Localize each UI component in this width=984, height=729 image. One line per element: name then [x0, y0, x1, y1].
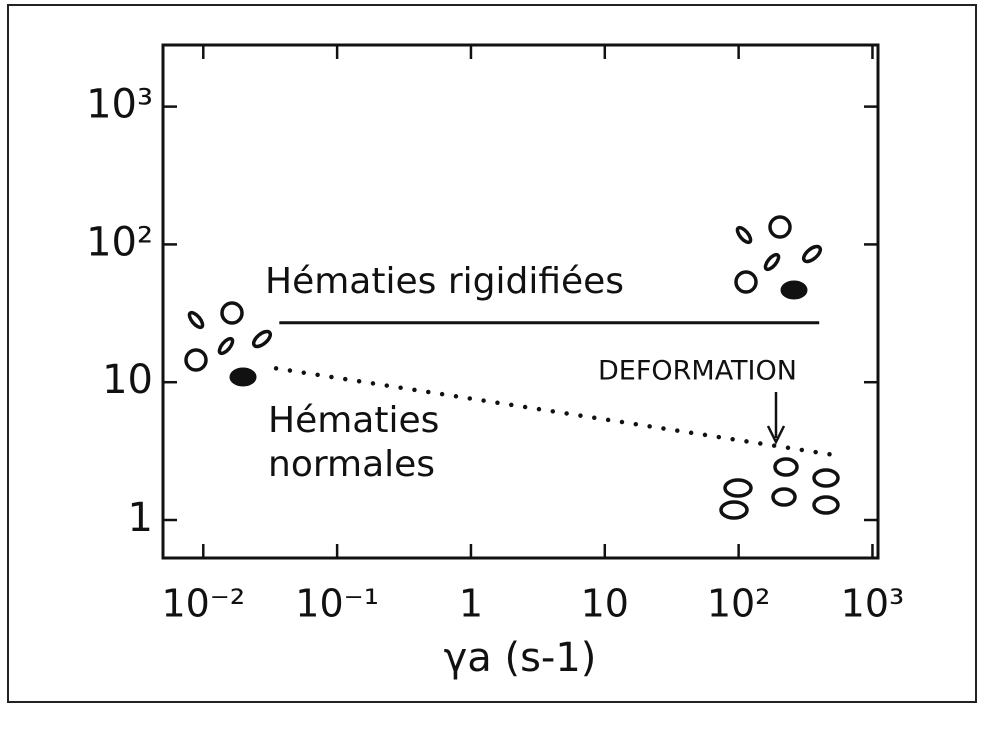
plot-frame [161, 43, 880, 560]
frame [7, 4, 977, 703]
x-axis-label: γa (s-1) [444, 635, 597, 681]
x-tick-label: 10⁻² [161, 582, 245, 626]
y-tick-label: 10 [102, 357, 153, 403]
x-tick-label: 10⁻¹ [295, 582, 379, 626]
x-tick-label: 10³ [841, 582, 905, 626]
annotation: Hématies [268, 400, 439, 441]
data-line [273, 366, 833, 457]
arrow [766, 392, 786, 445]
x-tick-label: 10 [581, 582, 629, 626]
y-tick-label: 10³ [86, 82, 153, 128]
annotation: normales [268, 444, 435, 485]
cells-right-bottom [719, 457, 840, 520]
cells-left [184, 301, 273, 387]
y-tick-label: 10² [86, 219, 153, 265]
annotation: Hématies rigidifiées [265, 261, 624, 302]
x-tick-label: 1 [459, 582, 483, 626]
cells-right-top [734, 215, 823, 300]
y-tick-label: 1 [128, 495, 153, 541]
x-tick-label: 10² [707, 582, 771, 626]
annotation: DEFORMATION [598, 356, 797, 387]
